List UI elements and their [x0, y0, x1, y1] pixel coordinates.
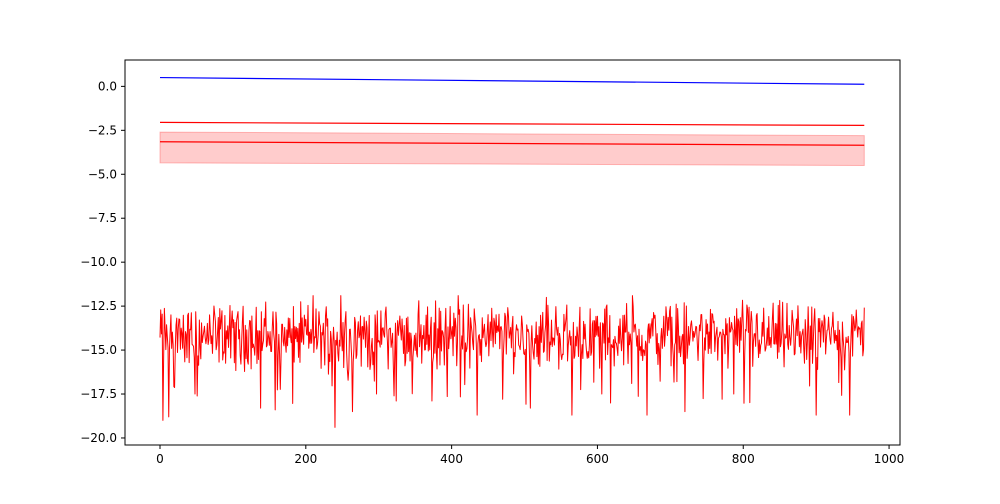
y-tick-label-2: −5.0: [88, 167, 117, 181]
x-tick-label-0: 0: [156, 452, 164, 466]
y-tick-label-6: −15.0: [80, 343, 117, 357]
y-tick-label-7: −17.5: [80, 387, 117, 401]
x-tick-label-2: 400: [440, 452, 463, 466]
plot-layer: [159, 76, 865, 428]
confidence-band: [159, 131, 865, 166]
y-tick-label-8: −20.0: [80, 431, 117, 445]
y-tick-label-5: −12.5: [80, 299, 117, 313]
x-tick-label-4: 800: [732, 452, 755, 466]
y-tick-label-0: 0.0: [98, 79, 117, 93]
series-line-1: [159, 76, 865, 85]
axes-layer: 0 200 400 600 800 1000 0.0 −2.5 −5.0 −7.5 −10.0 −12…: [80, 59, 905, 466]
y-tick-label-3: −7.5: [88, 211, 117, 225]
y-tick-label-4: −10.0: [80, 255, 117, 269]
x-tick-label-1: 200: [294, 452, 317, 466]
noise-series-line: [159, 295, 865, 428]
series-line-3: [159, 141, 865, 146]
axes-frame: [124, 59, 901, 446]
x-tick-label-5: 1000: [874, 452, 905, 466]
x-tick-label-3: 600: [586, 452, 609, 466]
y-tick-label-1: −2.5: [88, 123, 117, 137]
series-line-2: [159, 121, 865, 126]
